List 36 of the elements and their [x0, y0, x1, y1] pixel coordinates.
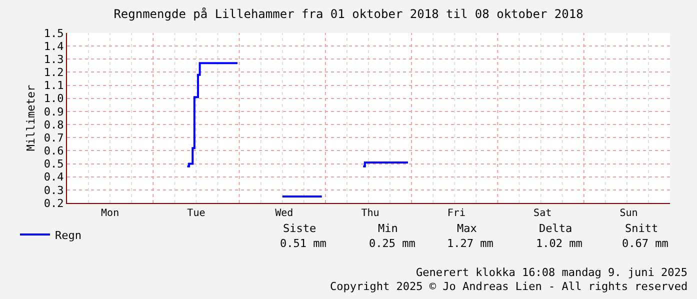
text: 0.51 mm: [280, 237, 327, 250]
y-tick-label: 1.4: [44, 40, 64, 53]
y-tick-label: 1.5: [44, 26, 64, 40]
text: Max: [457, 222, 478, 235]
y-tick-label: 0.9: [44, 105, 64, 118]
x-tick-label: Mon: [101, 208, 120, 219]
text: 0.67 mm: [622, 237, 669, 250]
text: Generert klokka 16:08 mandag 9. juni 2025: [416, 266, 688, 279]
chart-title: Regnmengde på Lillehammer fra 01 oktober 2018 til 08 oktober 2018: [114, 7, 584, 22]
y-tick-label: 0.2: [44, 196, 64, 210]
text: Copyright 2025 © Jo Andreas Lien - All rights reserved: [330, 280, 688, 293]
text: 1.27 mm: [447, 237, 494, 250]
y-tick-label: 0.6: [44, 144, 64, 158]
x-tick-label: Sat: [534, 208, 552, 219]
text: 0.25 mm: [369, 237, 416, 250]
y-tick-label: 0.7: [44, 131, 64, 144]
text: Snitt: [625, 222, 658, 235]
text: Min: [378, 222, 398, 235]
text: 1.02 mm: [536, 237, 583, 250]
y-tick-label: 0.5: [44, 158, 64, 171]
legend-label: Regn: [55, 228, 82, 242]
x-tick-label: Tue: [187, 208, 206, 219]
x-tick-label: Thu: [361, 208, 380, 219]
y-tick-label: 1.2: [44, 66, 64, 80]
y-tick-label: 1.3: [44, 53, 64, 66]
x-tick-label: Sun: [620, 208, 638, 219]
y-tick-label: 0.8: [44, 118, 64, 132]
y-tick-label: 0.4: [44, 170, 64, 184]
text: Siste: [283, 222, 316, 235]
y-tick-label: 1.0: [44, 92, 64, 106]
y-tick-label: 0.3: [44, 184, 64, 197]
x-tick-label: Fri: [447, 208, 466, 219]
y-tick-label: 1.1: [44, 79, 64, 92]
y-axis-title: Millimeter: [24, 84, 38, 152]
text: Delta: [539, 222, 572, 235]
x-tick-label: Wed: [275, 208, 294, 219]
